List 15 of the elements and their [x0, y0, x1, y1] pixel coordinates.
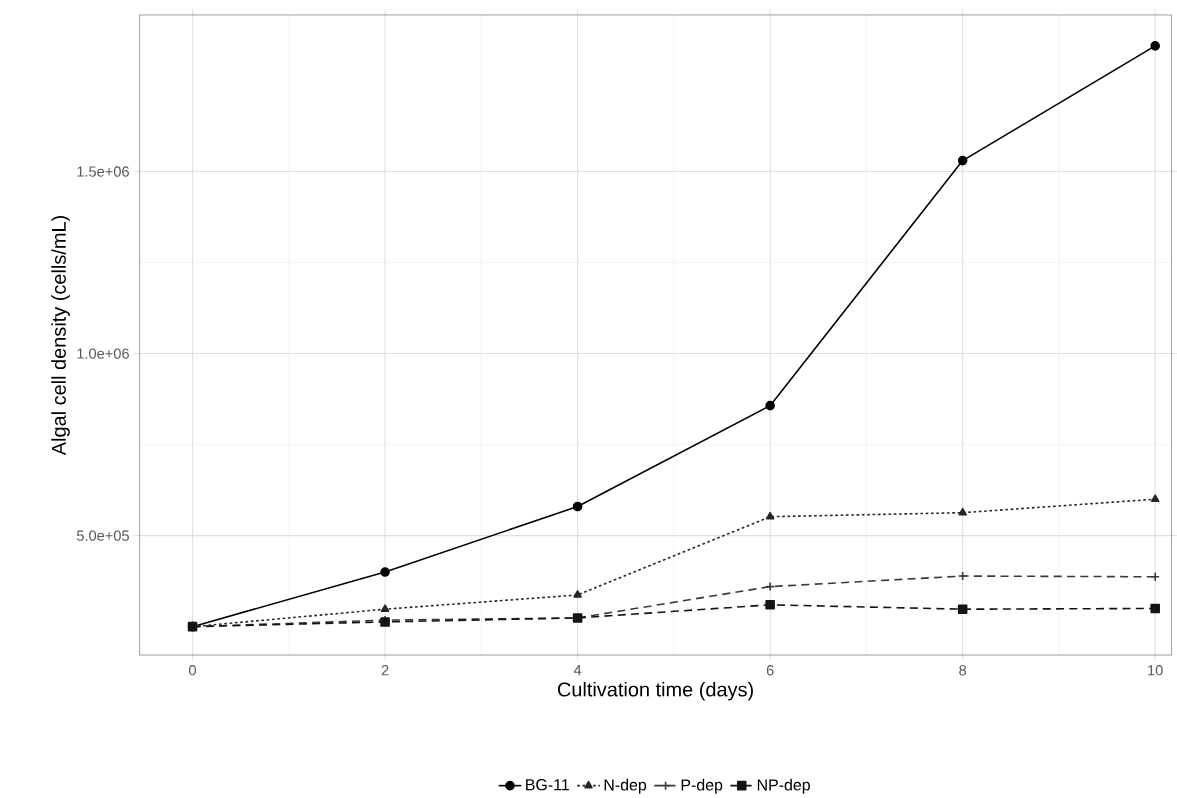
y-tick-label: 1.0e+06: [77, 348, 129, 359]
legend-label: NP-dep: [757, 779, 810, 794]
legend-label: BG-11: [526, 779, 569, 791]
legend-label: P-dep: [681, 779, 723, 794]
legend-label: N-dep: [604, 779, 647, 794]
x-axis-title: Cultivation time (days): [557, 682, 753, 701]
x-tick-label: 6: [766, 665, 774, 676]
x-tick-label: 8: [959, 665, 967, 676]
y-axis-title: Algal cell density (cells/mL): [51, 216, 70, 456]
y-tick-label: 5.0e+05: [76, 530, 129, 541]
x-tick-label: 2: [381, 665, 389, 676]
x-tick-label: 10: [1148, 665, 1163, 676]
y-tick-label: 1.5e+06: [77, 166, 129, 177]
x-tick-label: 4: [573, 665, 582, 676]
x-tick-label: 0: [189, 665, 197, 676]
